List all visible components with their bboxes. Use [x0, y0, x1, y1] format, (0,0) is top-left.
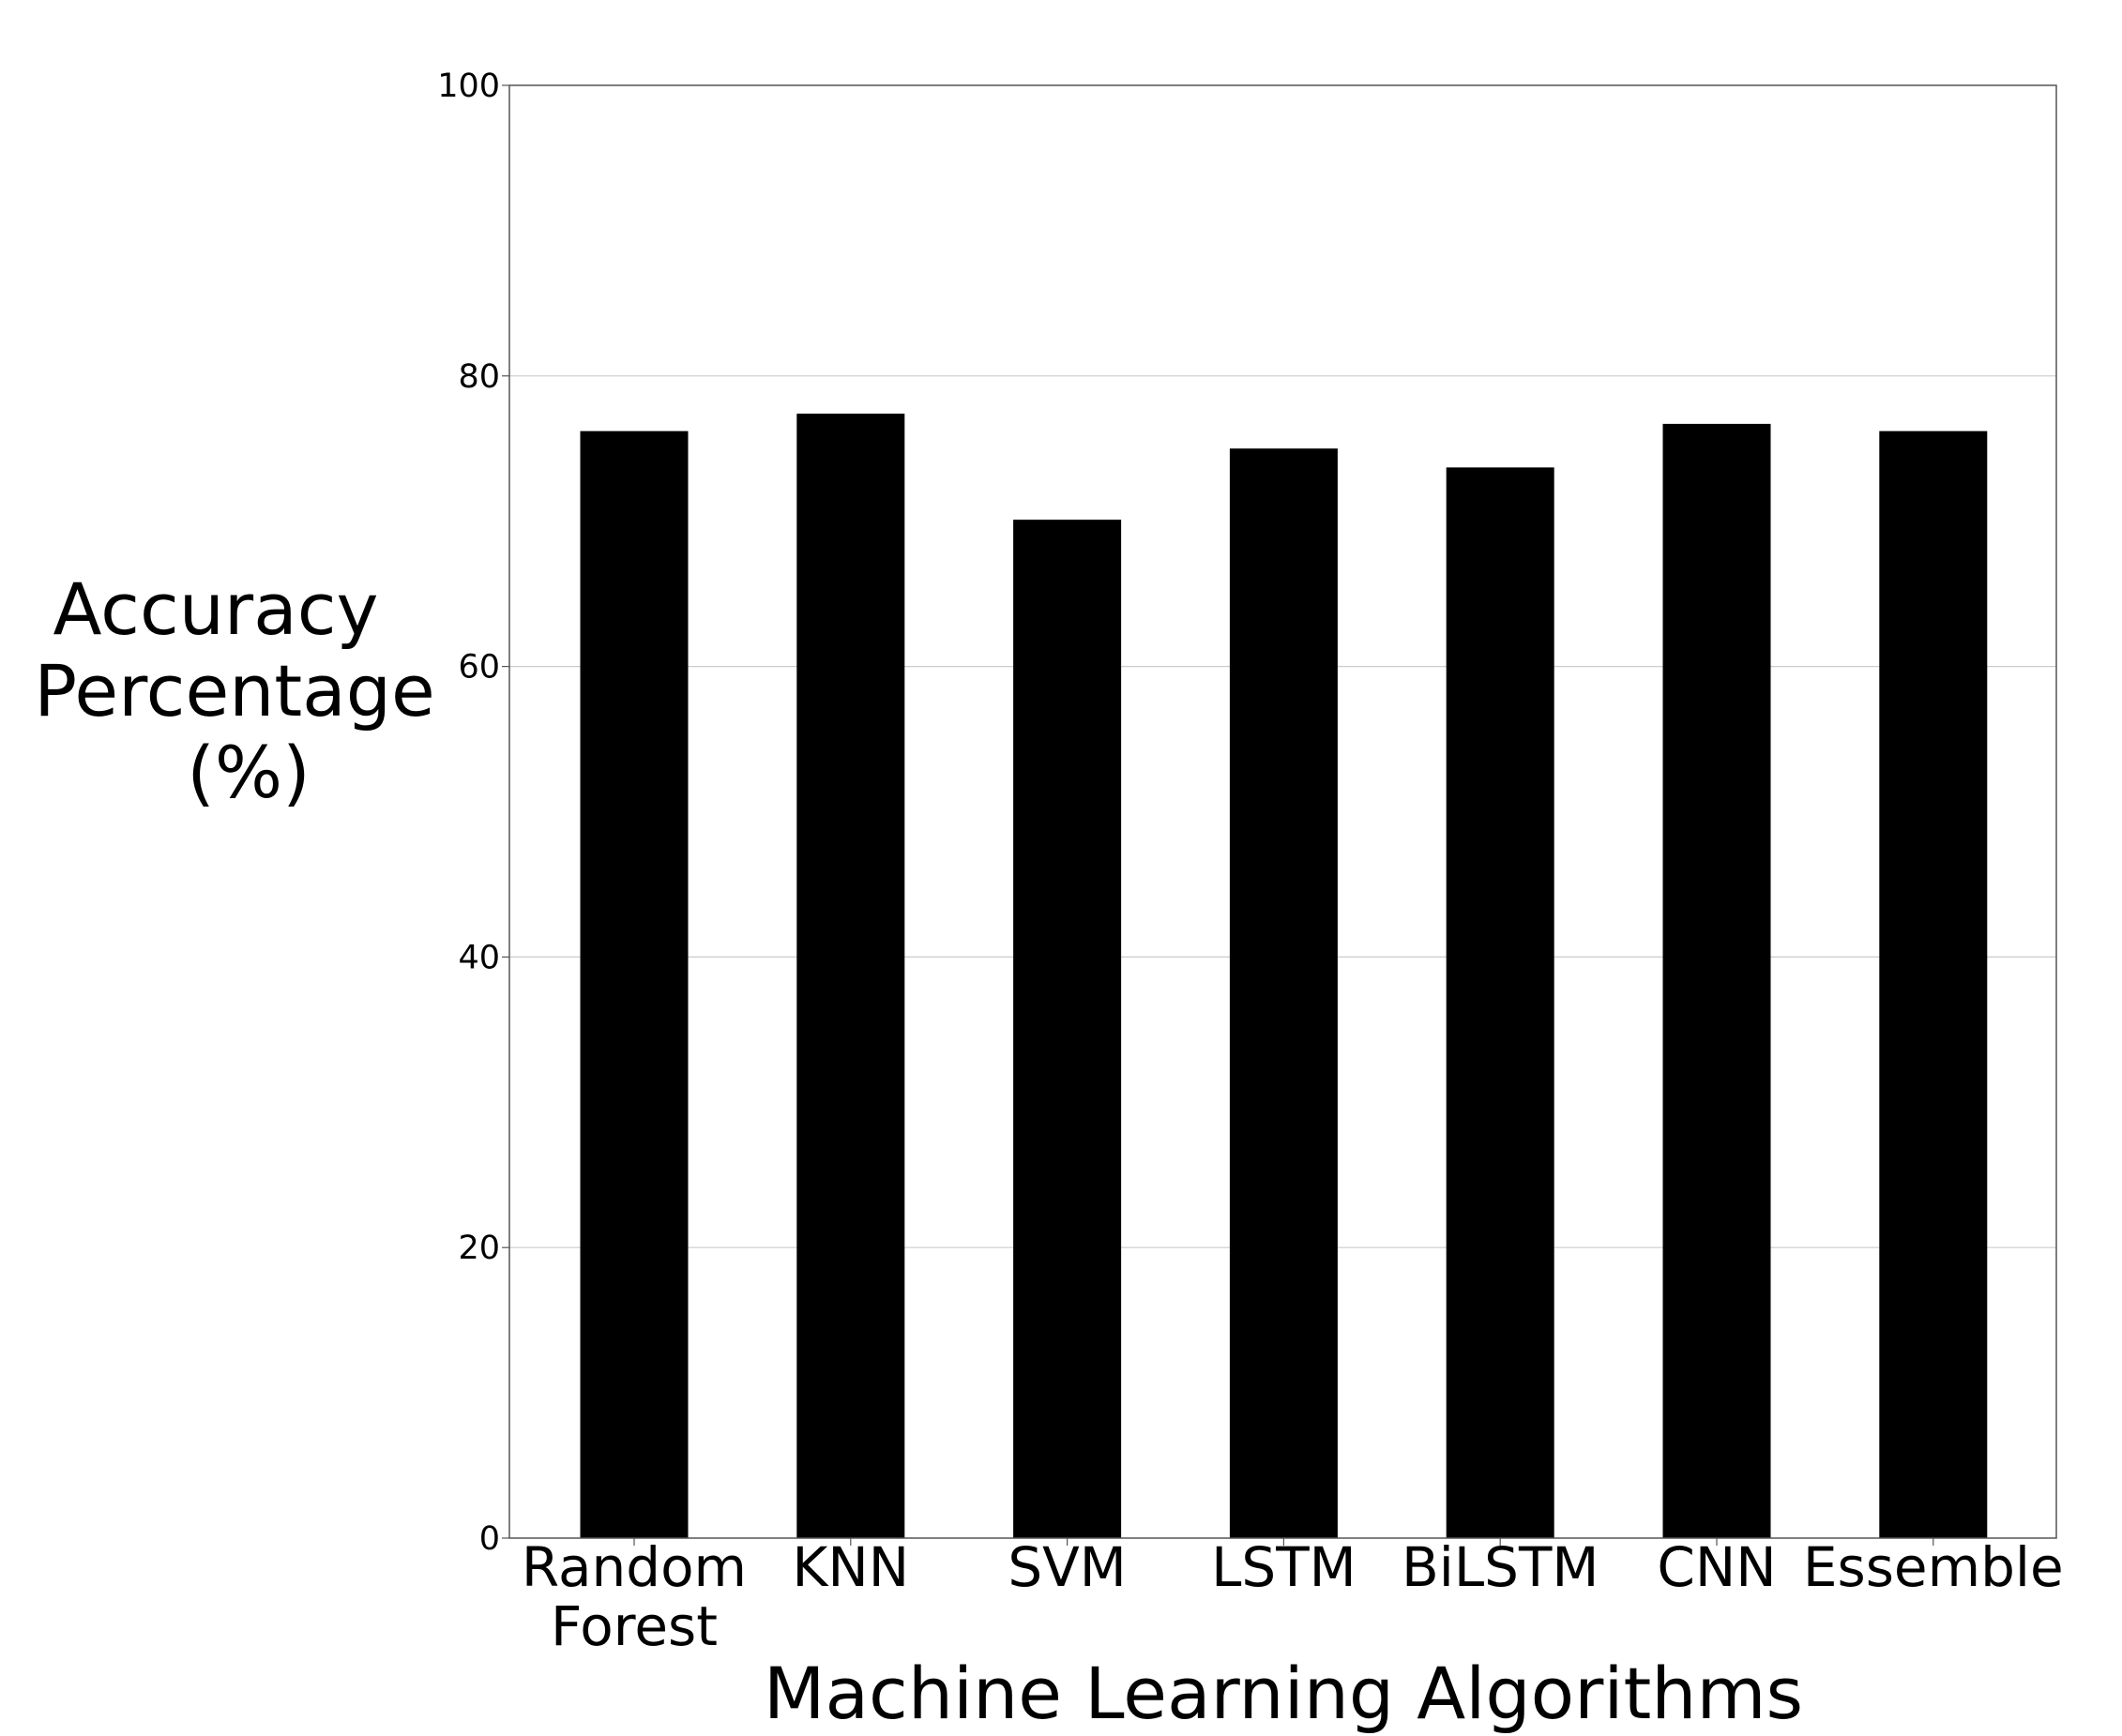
x-tick-label: Random — [522, 1535, 747, 1599]
plot-frame — [508, 84, 2057, 1539]
bar — [1229, 448, 1338, 1538]
y-axis-ticks: 0 20 40 60 80 100 — [437, 68, 509, 1558]
x-axis-title: Machine Learning Algorithms — [764, 1652, 1803, 1735]
bar — [1662, 423, 1771, 1538]
y-tick-label: 60 — [458, 649, 500, 687]
bar — [1013, 520, 1122, 1538]
x-tick-label: Essemble — [1803, 1535, 2064, 1599]
bars — [580, 414, 1988, 1539]
x-tick-label: CNN — [1657, 1535, 1776, 1599]
x-tick-label: KNN — [792, 1535, 909, 1599]
y-tick-label: 40 — [458, 939, 500, 976]
y-tick-label: 20 — [458, 1230, 500, 1267]
y-tick-label: 80 — [458, 358, 500, 396]
y-tick-label: 0 — [479, 1520, 500, 1558]
bar — [580, 430, 689, 1538]
y-axis-title-line: Percentage — [34, 649, 435, 732]
y-tick-label: 100 — [437, 68, 500, 105]
bar — [1879, 430, 1988, 1538]
x-tick-label: SVM — [1008, 1535, 1127, 1599]
y-axis-title-line: (%) — [187, 731, 311, 814]
x-tick-label: Forest — [551, 1594, 718, 1658]
bar — [796, 414, 905, 1539]
x-tick-label: LSTM — [1211, 1535, 1357, 1599]
y-axis-title-line: Accuracy — [53, 567, 379, 651]
x-tick-label: BiLSTM — [1402, 1535, 1599, 1599]
bar — [1446, 467, 1554, 1539]
